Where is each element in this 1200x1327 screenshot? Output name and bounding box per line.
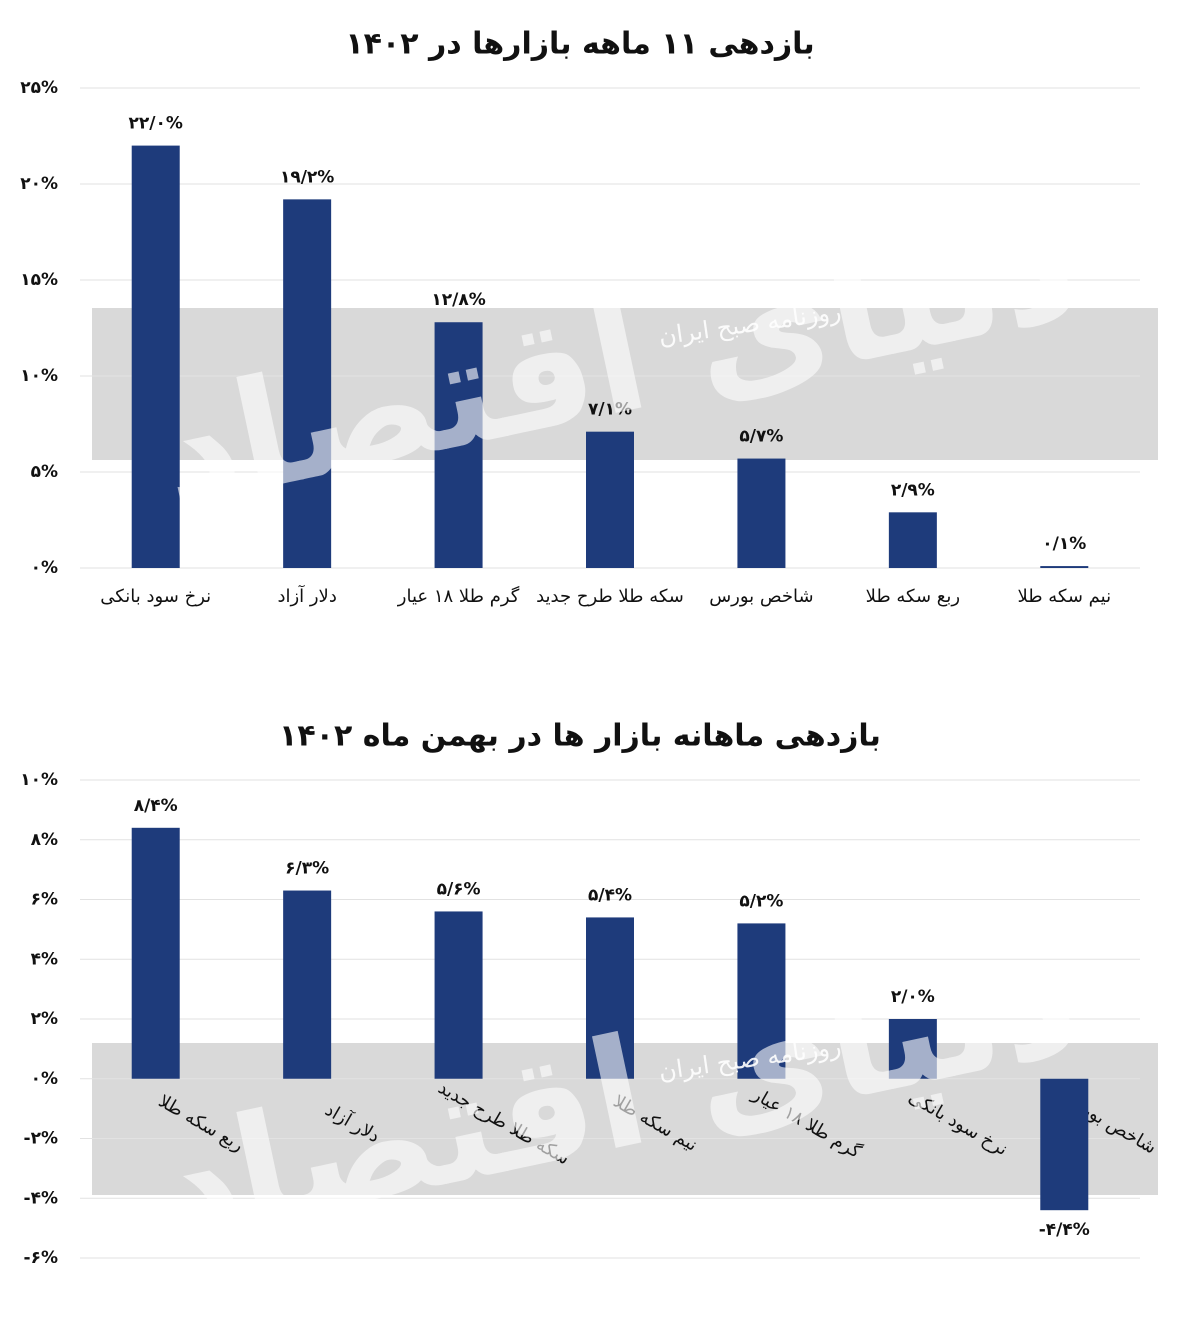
value-label: ۱۲/۸%	[431, 290, 485, 310]
value-label: ۲۲/۰%	[129, 114, 183, 134]
value-label: ۵/۲%	[739, 891, 783, 911]
value-label: ۵/۶%	[437, 879, 481, 899]
value-label: ۸/۴%	[134, 796, 178, 816]
value-label: ۵/۷%	[739, 427, 783, 447]
y-tick-label: ۰%	[31, 1069, 58, 1089]
bar	[434, 322, 483, 568]
bar	[586, 431, 634, 568]
bar	[888, 1019, 937, 1079]
y-tick-label: ۱۵%	[20, 270, 58, 290]
y-tick-label: ۲۵%	[20, 78, 58, 98]
x-tick-label: نیم سکه طلا	[1017, 586, 1111, 607]
bar	[283, 199, 332, 569]
x-tick-label: ربع سکه طلا	[866, 586, 960, 607]
value-label: ۶/۳%	[285, 859, 329, 879]
value-label: ۵/۴%	[588, 885, 632, 905]
y-tick-label: ۵%	[31, 462, 58, 482]
y-tick-label: ۲۰%	[20, 174, 58, 194]
value-label: ۷/۱%	[588, 400, 632, 420]
bar	[888, 512, 937, 568]
bar	[737, 923, 786, 1079]
bar	[434, 911, 483, 1079]
bar	[131, 145, 180, 568]
y-tick-label: ۰%	[31, 558, 58, 578]
bar	[586, 917, 634, 1079]
bar	[283, 890, 332, 1079]
chart-title: بازدهی ماهانه بازار ها در بهمن ماه ۱۴۰۲	[279, 719, 881, 754]
value-label: ۰/۱%	[1042, 534, 1086, 554]
y-tick-label: ۲%	[31, 1009, 58, 1029]
value-label: -۴/۴%	[1039, 1220, 1090, 1240]
y-tick-label: ۱۰%	[20, 366, 58, 386]
y-tick-label: ۱۰%	[20, 770, 58, 790]
value-label: ۱۹/۲%	[280, 167, 334, 187]
x-tick-label: سکه طلا طرح جدید	[536, 586, 684, 607]
value-label: ۲/۹%	[891, 480, 935, 500]
x-tick-label: نرخ سود بانکی	[100, 586, 211, 607]
y-tick-label: ۶%	[31, 890, 58, 910]
y-tick-label: ۴%	[31, 949, 58, 969]
y-tick-label: -۲%	[24, 1129, 58, 1149]
bar	[131, 827, 180, 1079]
bar	[737, 458, 786, 568]
x-tick-label: شاخص بورس	[709, 586, 813, 607]
bar	[1040, 566, 1089, 568]
y-tick-label: -۴%	[24, 1188, 58, 1208]
x-tick-label: گرم طلا ۱۸ عیار	[397, 585, 520, 607]
chart-title: بازدهی ۱۱ ماهه بازارها در ۱۴۰۲	[345, 27, 814, 62]
y-tick-label: ۸%	[31, 830, 58, 850]
y-tick-label: -۶%	[24, 1248, 58, 1268]
bar	[1040, 1078, 1089, 1211]
value-label: ۲/۰%	[891, 987, 935, 1007]
x-tick-label: دلار آزاد	[277, 584, 336, 607]
